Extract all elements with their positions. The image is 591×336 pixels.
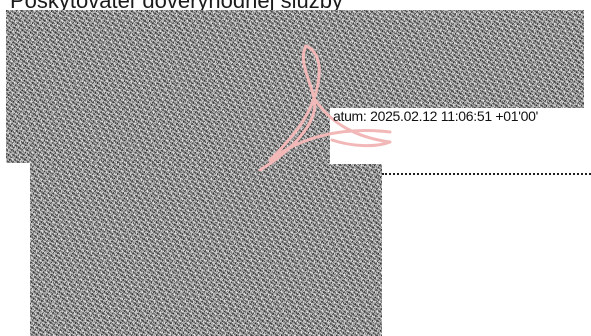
adobe-acrobat-signature-icon [258, 44, 392, 172]
document-header-text: Poskytovateľ dôveryhodnej služby [10, 0, 343, 13]
signature-info-background [330, 108, 591, 164]
redacted-scan-area-bottom [30, 163, 382, 336]
signature-dotted-line [382, 173, 591, 175]
signature-date-text: atum: 2025.02.12 11:06:51 +01'00' [333, 108, 538, 124]
